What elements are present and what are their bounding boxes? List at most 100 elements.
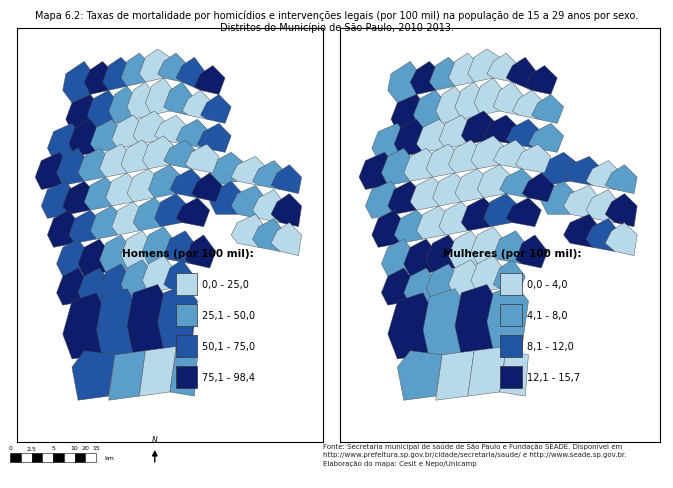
Polygon shape xyxy=(394,211,429,244)
Polygon shape xyxy=(433,174,468,206)
Polygon shape xyxy=(436,351,474,400)
Polygon shape xyxy=(382,268,417,305)
Bar xyxy=(176,336,197,357)
Polygon shape xyxy=(448,260,484,297)
Polygon shape xyxy=(63,293,109,359)
Polygon shape xyxy=(371,124,410,161)
Polygon shape xyxy=(426,145,462,178)
Text: 8,1 - 12,0: 8,1 - 12,0 xyxy=(527,341,573,351)
Polygon shape xyxy=(541,153,579,186)
Text: 0: 0 xyxy=(8,446,12,450)
Polygon shape xyxy=(532,95,563,124)
Polygon shape xyxy=(448,54,481,87)
Text: Fonte: Secretaria municipal de saúde de São Paulo e Fundação SEADE. Disponível e: Fonte: Secretaria municipal de saúde de … xyxy=(323,443,627,466)
Text: km: km xyxy=(104,455,114,460)
Bar xyxy=(42,453,53,463)
Polygon shape xyxy=(63,62,96,103)
Polygon shape xyxy=(191,174,222,203)
Polygon shape xyxy=(185,236,216,268)
Polygon shape xyxy=(271,223,302,256)
Polygon shape xyxy=(516,145,551,174)
Polygon shape xyxy=(394,120,429,157)
Polygon shape xyxy=(455,83,487,120)
Polygon shape xyxy=(127,285,170,355)
Polygon shape xyxy=(429,58,462,91)
Polygon shape xyxy=(586,161,621,190)
Polygon shape xyxy=(100,264,133,302)
Polygon shape xyxy=(57,240,90,277)
Polygon shape xyxy=(474,79,506,116)
Polygon shape xyxy=(487,285,528,351)
Bar xyxy=(85,453,96,463)
Polygon shape xyxy=(484,116,519,145)
Polygon shape xyxy=(493,231,528,264)
Polygon shape xyxy=(201,95,232,124)
Text: Homens (por 100 mil):: Homens (por 100 mil): xyxy=(122,248,254,258)
Polygon shape xyxy=(439,116,474,149)
Polygon shape xyxy=(436,87,468,124)
Text: 2,5: 2,5 xyxy=(27,446,36,450)
Polygon shape xyxy=(78,268,112,305)
Polygon shape xyxy=(149,165,182,198)
Polygon shape xyxy=(471,227,506,264)
Polygon shape xyxy=(388,293,436,359)
Text: 20: 20 xyxy=(81,446,90,450)
Polygon shape xyxy=(143,227,176,264)
Polygon shape xyxy=(462,198,497,231)
Polygon shape xyxy=(112,203,145,236)
Text: Mulheres (por 100 mil):: Mulheres (por 100 mil): xyxy=(444,248,581,258)
Polygon shape xyxy=(506,58,538,91)
Polygon shape xyxy=(413,91,448,128)
Text: 50,1 - 75,0: 50,1 - 75,0 xyxy=(202,341,255,351)
Polygon shape xyxy=(197,124,232,153)
Polygon shape xyxy=(139,347,176,396)
Polygon shape xyxy=(271,165,302,194)
Polygon shape xyxy=(90,120,124,153)
Polygon shape xyxy=(87,91,121,128)
Polygon shape xyxy=(468,50,499,83)
Polygon shape xyxy=(106,174,139,206)
Bar xyxy=(499,274,522,295)
Polygon shape xyxy=(271,194,302,227)
Polygon shape xyxy=(127,169,161,203)
Polygon shape xyxy=(109,351,145,400)
Bar xyxy=(53,453,64,463)
Polygon shape xyxy=(157,54,188,83)
Polygon shape xyxy=(493,260,525,293)
Polygon shape xyxy=(69,211,102,244)
Polygon shape xyxy=(404,268,439,305)
Text: Distritos do Município de São Paulo, 2010-2013.: Distritos do Município de São Paulo, 201… xyxy=(219,22,454,32)
Polygon shape xyxy=(90,206,124,240)
Text: Mapa 6.2: Taxas de mortalidade por homicídios e intervenções legais (por 100 mil: Mapa 6.2: Taxas de mortalidade por homic… xyxy=(35,11,638,21)
Polygon shape xyxy=(541,182,579,215)
Polygon shape xyxy=(468,347,506,396)
Text: 75,1 - 98,4: 75,1 - 98,4 xyxy=(202,372,255,382)
Polygon shape xyxy=(84,62,115,95)
Polygon shape xyxy=(121,260,155,297)
Polygon shape xyxy=(382,149,417,186)
Polygon shape xyxy=(563,157,602,186)
Polygon shape xyxy=(426,264,462,302)
Bar xyxy=(499,366,522,388)
Polygon shape xyxy=(47,211,81,248)
Polygon shape xyxy=(365,182,404,219)
Polygon shape xyxy=(404,149,439,182)
Polygon shape xyxy=(397,351,442,400)
Polygon shape xyxy=(388,182,423,215)
Polygon shape xyxy=(57,149,90,186)
Polygon shape xyxy=(499,351,528,396)
Polygon shape xyxy=(448,231,484,268)
Bar xyxy=(176,305,197,326)
Polygon shape xyxy=(439,203,474,236)
Polygon shape xyxy=(605,223,637,256)
Text: 5: 5 xyxy=(51,446,55,450)
Polygon shape xyxy=(493,141,528,169)
Polygon shape xyxy=(155,194,188,227)
Polygon shape xyxy=(252,219,286,252)
Polygon shape xyxy=(252,190,286,223)
Polygon shape xyxy=(121,141,155,174)
Polygon shape xyxy=(232,186,268,219)
Polygon shape xyxy=(84,178,118,211)
Bar xyxy=(176,274,197,295)
Polygon shape xyxy=(63,182,96,215)
